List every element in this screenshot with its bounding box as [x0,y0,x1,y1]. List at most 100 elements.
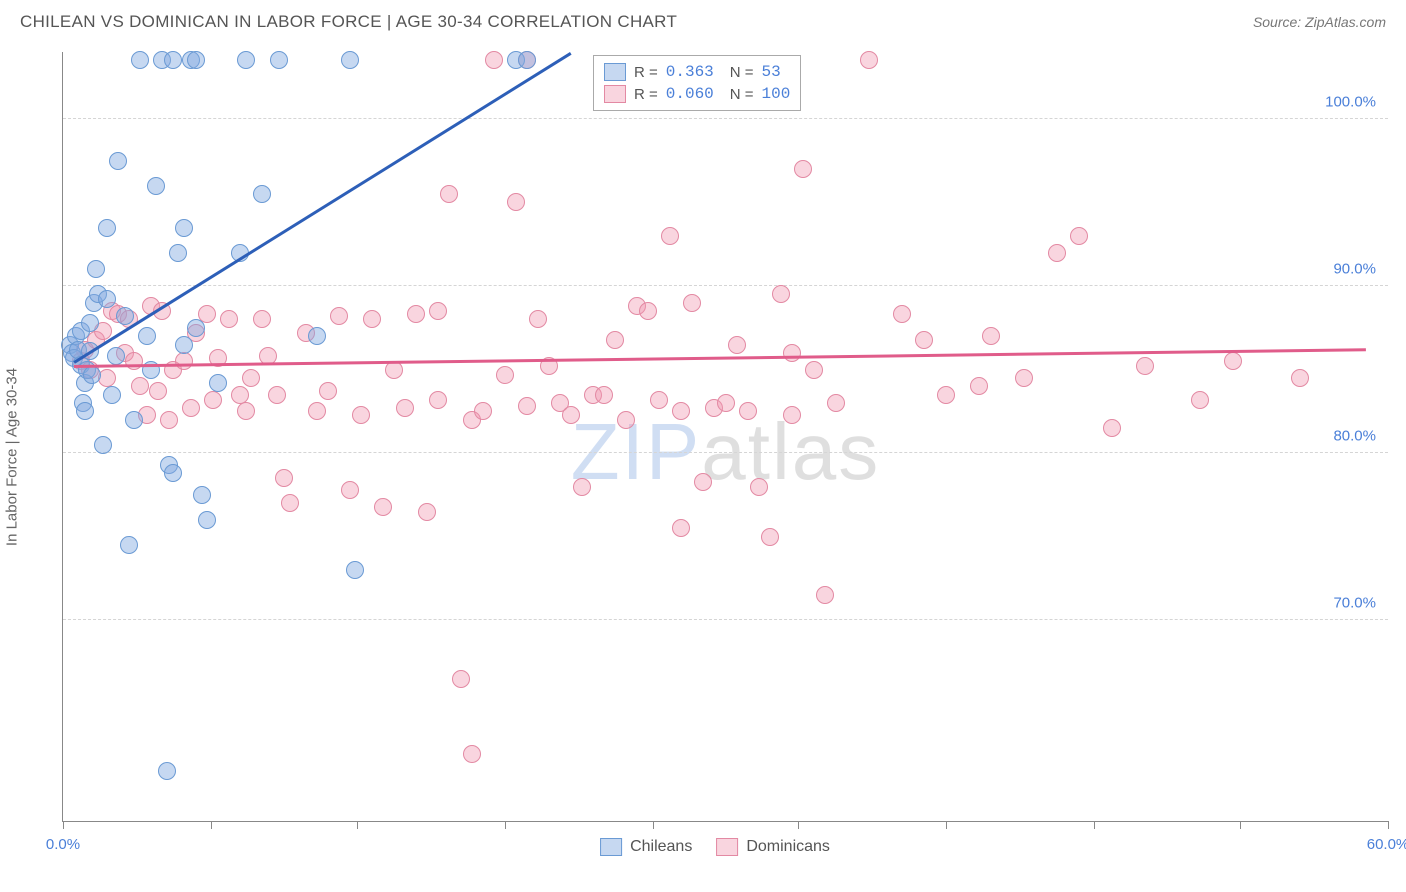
data-point [739,402,757,420]
data-point [672,519,690,537]
data-point [231,386,249,404]
xtick-label: 0.0% [46,836,80,853]
xtick [211,821,212,829]
data-point [562,406,580,424]
page-title: CHILEAN VS DOMINICAN IN LABOR FORCE | AG… [20,12,677,32]
legend-swatch [604,63,626,81]
data-point [120,536,138,554]
stat-n-label: N = [730,86,754,103]
y-axis-label: In Labor Force | Age 30-34 [4,368,21,546]
data-point [816,586,834,604]
data-point [164,51,182,69]
data-point [131,377,149,395]
data-point [485,51,503,69]
data-point [253,310,271,328]
data-point [1015,369,1033,387]
data-point [429,302,447,320]
data-point [970,377,988,395]
legend-swatch [604,85,626,103]
xtick [63,821,64,829]
data-point [717,394,735,412]
data-point [496,366,514,384]
stat-r-value: 0.060 [666,85,714,103]
legend-item-dominicans: Dominicans [716,838,830,856]
legend-swatch-chileans [600,838,622,856]
data-point [794,160,812,178]
data-point [783,344,801,362]
data-point [761,528,779,546]
data-point [783,406,801,424]
data-point [606,331,624,349]
data-point [116,307,134,325]
data-point [1103,419,1121,437]
ytick-label: 70.0% [1333,595,1376,612]
data-point [518,51,536,69]
data-point [237,402,255,420]
gridline [63,118,1388,119]
data-point [94,436,112,454]
data-point [107,347,125,365]
data-point [915,331,933,349]
source-label: Source: ZipAtlas.com [1253,14,1386,30]
data-point [805,361,823,379]
data-point [452,670,470,688]
data-point [109,152,127,170]
data-point [175,352,193,370]
data-point [308,327,326,345]
stat-r-label: R = [634,64,658,81]
data-point [125,352,143,370]
legend-bottom: Chileans Dominicans [600,838,830,856]
xtick [1240,821,1241,829]
ytick-label: 80.0% [1333,428,1376,445]
data-point [595,386,613,404]
data-point [429,391,447,409]
legend-label-dominicans: Dominicans [746,838,830,856]
data-point [131,51,149,69]
data-point [1224,352,1242,370]
xtick [505,821,506,829]
data-point [507,193,525,211]
data-point [147,177,165,195]
data-point [374,498,392,516]
data-point [204,391,222,409]
xtick [1388,821,1389,829]
data-point [98,290,116,308]
data-point [308,402,326,420]
data-point [341,51,359,69]
data-point [76,402,94,420]
data-point [937,386,955,404]
data-point [242,369,260,387]
trend-line-chileans [73,52,571,363]
data-point [750,478,768,496]
data-point [182,399,200,417]
data-point [407,305,425,323]
data-point [220,310,238,328]
data-point [639,302,657,320]
data-point [330,307,348,325]
xtick [653,821,654,829]
data-point [81,314,99,332]
data-point [187,319,205,337]
data-point [346,561,364,579]
xtick-label: 60.0% [1367,836,1406,853]
data-point [617,411,635,429]
legend-stat-row: R =0.060N =100 [604,83,790,105]
gridline [63,452,1388,453]
data-point [1070,227,1088,245]
data-point [281,494,299,512]
data-point [1048,244,1066,262]
data-point [772,285,790,303]
stat-n-value: 100 [762,85,791,103]
stat-r-value: 0.363 [666,63,714,81]
data-point [573,478,591,496]
data-point [529,310,547,328]
data-point [396,399,414,417]
data-point [982,327,1000,345]
data-point [253,185,271,203]
data-point [1136,357,1154,375]
data-point [98,369,116,387]
data-point [860,51,878,69]
data-point [268,386,286,404]
gridline [63,285,1388,286]
data-point [893,305,911,323]
